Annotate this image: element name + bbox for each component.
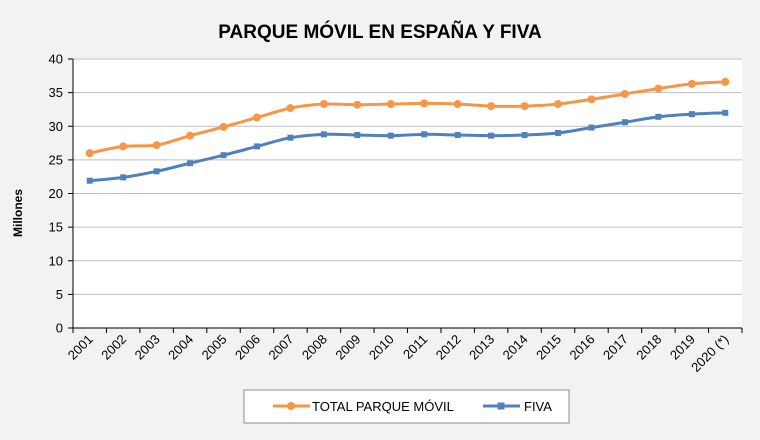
legend-marker-fiva (497, 402, 505, 410)
data-point (555, 129, 562, 136)
data-point (320, 131, 327, 138)
y-tick-label: 35 (49, 85, 63, 100)
y-tick-label: 15 (49, 220, 63, 235)
data-point (153, 168, 160, 175)
data-point (453, 100, 462, 109)
y-tick-label: 20 (49, 186, 63, 201)
data-point (655, 113, 662, 120)
data-point (454, 131, 461, 138)
data-point (287, 134, 294, 141)
data-point (687, 79, 696, 88)
data-point (253, 143, 260, 150)
y-tick-label: 0 (56, 321, 63, 336)
data-point (219, 122, 228, 131)
data-point (353, 100, 362, 109)
data-point (721, 77, 730, 86)
data-point (220, 152, 227, 159)
data-point (420, 99, 429, 108)
data-point (421, 131, 428, 138)
data-point (187, 160, 194, 167)
data-point (587, 95, 596, 104)
legend-label-total: TOTAL PARQUE MÓVIL (312, 399, 454, 414)
legend-label-fiva: FIVA (524, 399, 552, 414)
data-point (252, 113, 261, 122)
data-point (654, 84, 663, 93)
data-point (620, 89, 629, 98)
data-point (85, 149, 94, 158)
data-point (120, 174, 127, 181)
legend-marker-total (287, 402, 295, 410)
data-point (554, 100, 563, 109)
data-point (354, 131, 361, 138)
data-point (487, 102, 496, 111)
data-point (488, 132, 495, 139)
y-tick-label: 25 (49, 152, 63, 167)
y-tick-label: 30 (49, 119, 63, 134)
data-point (722, 109, 729, 116)
series-lines (85, 77, 730, 184)
data-point (319, 100, 328, 109)
data-point (387, 132, 394, 139)
y-axis-title: Millones (11, 189, 25, 237)
y-tick-label: 5 (56, 287, 63, 302)
data-point (286, 104, 295, 113)
data-point (621, 119, 628, 126)
legend: TOTAL PARQUE MÓVIL FIVA (243, 389, 570, 424)
data-point (152, 141, 161, 150)
chart-title: PARQUE MÓVIL EN ESPAÑA Y FIVA (218, 21, 542, 43)
data-point (119, 142, 128, 151)
y-tick-label: 10 (49, 253, 63, 268)
data-point (520, 102, 529, 111)
data-point (86, 177, 93, 184)
data-point (386, 100, 395, 109)
data-point (186, 131, 195, 140)
data-point (588, 124, 595, 131)
data-point (521, 131, 528, 138)
data-point (688, 111, 695, 118)
y-tick-label: 40 (49, 52, 63, 67)
